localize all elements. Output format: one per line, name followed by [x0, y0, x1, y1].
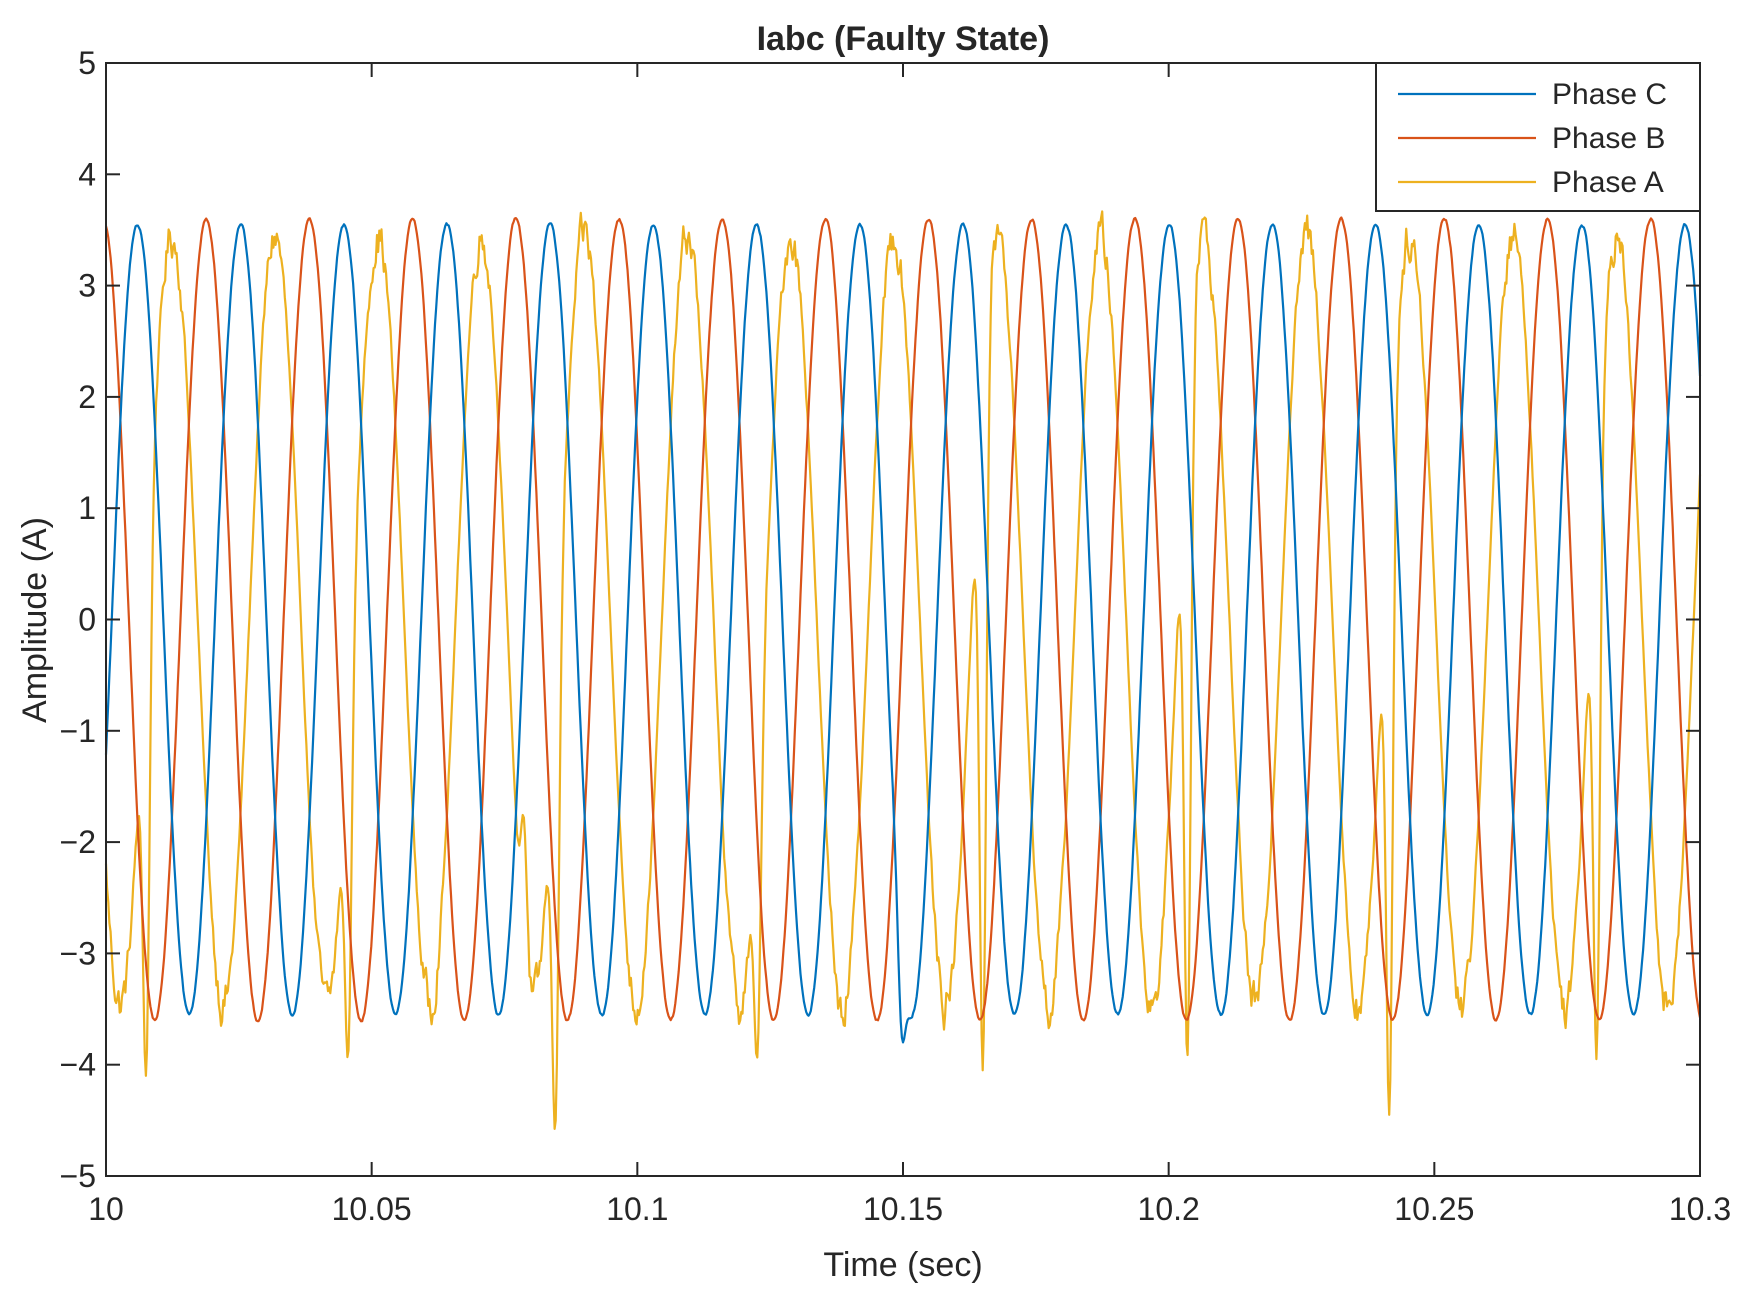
x-tick-label: 10.15 — [863, 1191, 943, 1227]
legend-label: Phase C — [1552, 78, 1667, 111]
x-tick-label: 10.3 — [1669, 1191, 1731, 1227]
x-tick-label: 10.25 — [1394, 1191, 1474, 1227]
x-tick-label: 10.05 — [332, 1191, 412, 1227]
y-tick-label: 2 — [78, 379, 96, 415]
x-axis-label: Time (sec) — [823, 1246, 982, 1284]
y-tick-label: −3 — [60, 935, 96, 971]
ticks-layer: 10 10.05 10.1 10.15 10.2 10.25 10.3 −5 −4 −3 −2 −1 0… — [60, 45, 1732, 1227]
legend-label: Phase B — [1552, 122, 1665, 155]
y-tick-label: −5 — [60, 1158, 96, 1194]
y-tick-label: 0 — [78, 602, 96, 638]
series-line-phase-a — [104, 210, 1702, 1131]
y-tick-label: 4 — [78, 156, 96, 192]
y-tick-label: 1 — [78, 490, 96, 526]
series-line-phase-b — [104, 216, 1702, 1023]
x-tick-label: 10 — [88, 1191, 124, 1227]
y-tick-label: −2 — [60, 824, 96, 860]
legend-label: Phase A — [1552, 166, 1664, 199]
series-line-phase-c — [104, 222, 1702, 1044]
y-tick-label: −1 — [60, 713, 96, 749]
legend: Phase C Phase B Phase A — [1375, 62, 1701, 212]
y-tick-label: 3 — [78, 268, 96, 304]
x-tick-label: 10.1 — [606, 1191, 668, 1227]
x-tick-label: 10.2 — [1138, 1191, 1200, 1227]
y-tick-label: 5 — [78, 45, 96, 81]
chart-title: Iabc (Faulty State) — [757, 20, 1050, 58]
series-layer — [104, 210, 1702, 1131]
y-axis-label: Amplitude (A) — [16, 517, 54, 723]
y-tick-label: −4 — [60, 1047, 96, 1083]
